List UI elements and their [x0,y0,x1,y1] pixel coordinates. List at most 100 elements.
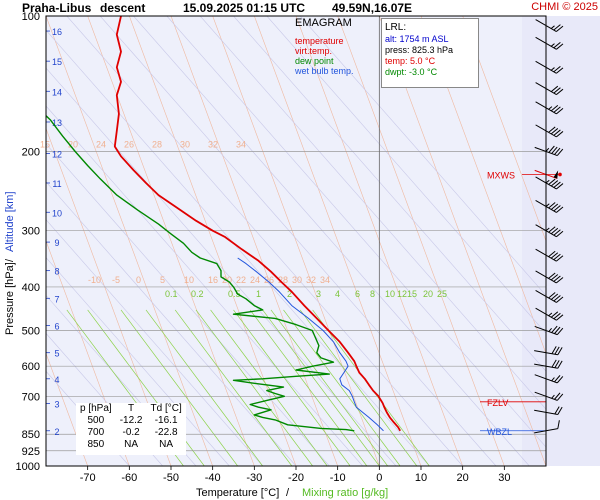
mixing-ratio-label: 12 [397,289,407,299]
isotherm-guide [420,16,546,355]
summary-table: p [hPa] T Td [°C] 500 -12.2 -16.1 700 -0… [76,403,186,455]
isotherm-guide [46,240,130,466]
mixing-ratio-line [174,309,293,466]
barb-flag [557,420,560,429]
barb-flag [548,226,556,233]
table-cell: -12.2 [119,415,143,426]
barb-flag [550,203,559,210]
temperature-tick-label: 10 [415,472,427,484]
altitude-tick-label: 13 [52,118,62,128]
temperature-tick-label: 30 [498,472,510,484]
altitude-tick-label: 3 [54,399,59,409]
lrl-dewpoint: dwpt: -3.0 °C [385,67,438,77]
barb-flag [548,250,556,258]
series-dew-point [46,114,355,432]
barb-flag [551,146,558,154]
mixing-ratio-label: 10 [385,289,395,299]
pressure-tick-label: 1000 [16,461,40,473]
altitude-tick-label: 4 [54,375,59,385]
table-cell: NA [124,439,139,450]
isotherm-guide [46,16,213,466]
adiabat-guide [66,16,463,466]
altitude-tick-label: 11 [52,179,61,189]
barb-flag [553,106,561,113]
barb-flag [548,272,556,279]
barb-flag [554,360,560,368]
lrl-temperature: temp: 5.0 °C [385,56,436,66]
lrl-altitude: alt: 1754 m ASL [385,34,449,44]
adiabat-guide [233,16,546,372]
mixing-ratio-label: 0.5 [228,289,241,299]
isotherm-guide [379,16,546,466]
table-cell: 850 [87,439,105,450]
barb-flag [548,145,555,153]
altitude-tick-label: 2 [54,427,59,437]
altitude-tick-label: 9 [54,238,59,248]
mixing-ratio-line [249,309,368,466]
guide-label: 20 [68,139,78,149]
barb-flag [550,180,559,187]
barb-flag [557,360,563,369]
barb-half-flag [550,25,555,29]
barb-flag [556,67,564,74]
legend-item-temperature: temperature [295,36,344,46]
header-station: Praha-Libus [22,1,92,15]
x-axis-title-2: Mixing ratio [g/kg] [302,487,388,499]
barb-flag [556,148,564,156]
wind-panel-background [522,16,600,466]
adiabat-guide [166,16,546,448]
x-axis-separator: / [286,487,290,499]
barb-half-flag [548,327,552,332]
mixing-ratio-label: 3 [316,289,321,299]
barb-flag [550,227,559,235]
barb-half-flag [548,312,553,317]
guide-label: 24 [96,139,106,149]
guide-label: 22 [236,275,246,285]
pressure-tick-label: 700 [22,391,40,403]
barb-half-flag [551,394,555,399]
barb-flag [548,202,556,209]
barb-flag [556,131,564,138]
barb-flag [557,406,563,415]
wind-barb [534,145,564,157]
guide-label: 0 [136,275,141,285]
barb-flag [553,253,561,261]
mixing-ratio-line [210,309,328,466]
barb-flag [556,183,564,190]
barb-flag [556,25,564,32]
barb-half-flag [550,67,555,71]
altitude-tick-label: 8 [54,267,59,277]
barb-flag [548,292,556,299]
y-axis-title: Pressure [hPa] [4,262,16,335]
barb-flag [554,326,561,334]
barb-flag [556,296,564,303]
barb-flag [556,230,564,238]
barb-flag [551,346,557,354]
adiabat-guide [299,16,546,296]
barb-flag [551,359,557,368]
series-temperature [113,16,401,432]
barb-flag [553,275,561,282]
adiabat-guide [46,143,330,466]
mixing-ratio-line [195,309,313,466]
plot-frame [45,15,547,467]
barb-half-flag [548,106,553,110]
barb-flag [553,24,561,31]
barb-flag [556,277,564,284]
barb-flag [554,406,560,415]
barb-flag [556,393,564,401]
adiabat-guide [46,105,363,466]
guide-label: 30 [292,275,302,285]
table-row: 700 -0.2 -22.8 [76,427,186,439]
table-header-temperature: T [128,403,135,414]
guide-label: -5 [112,275,120,285]
guide-label: -10 [88,275,101,285]
legend: EMAGRAM temperature virt.temp. dew point… [295,18,367,90]
barb-flag [557,347,563,356]
temperature-tick-label: 20 [457,472,469,484]
guide-label: 24 [250,275,260,285]
guide-label: 32 [306,275,316,285]
barb-flag [556,43,564,50]
level-label-fzlv: FZLV [487,398,508,408]
temperature-tick-label: -70 [80,472,96,484]
